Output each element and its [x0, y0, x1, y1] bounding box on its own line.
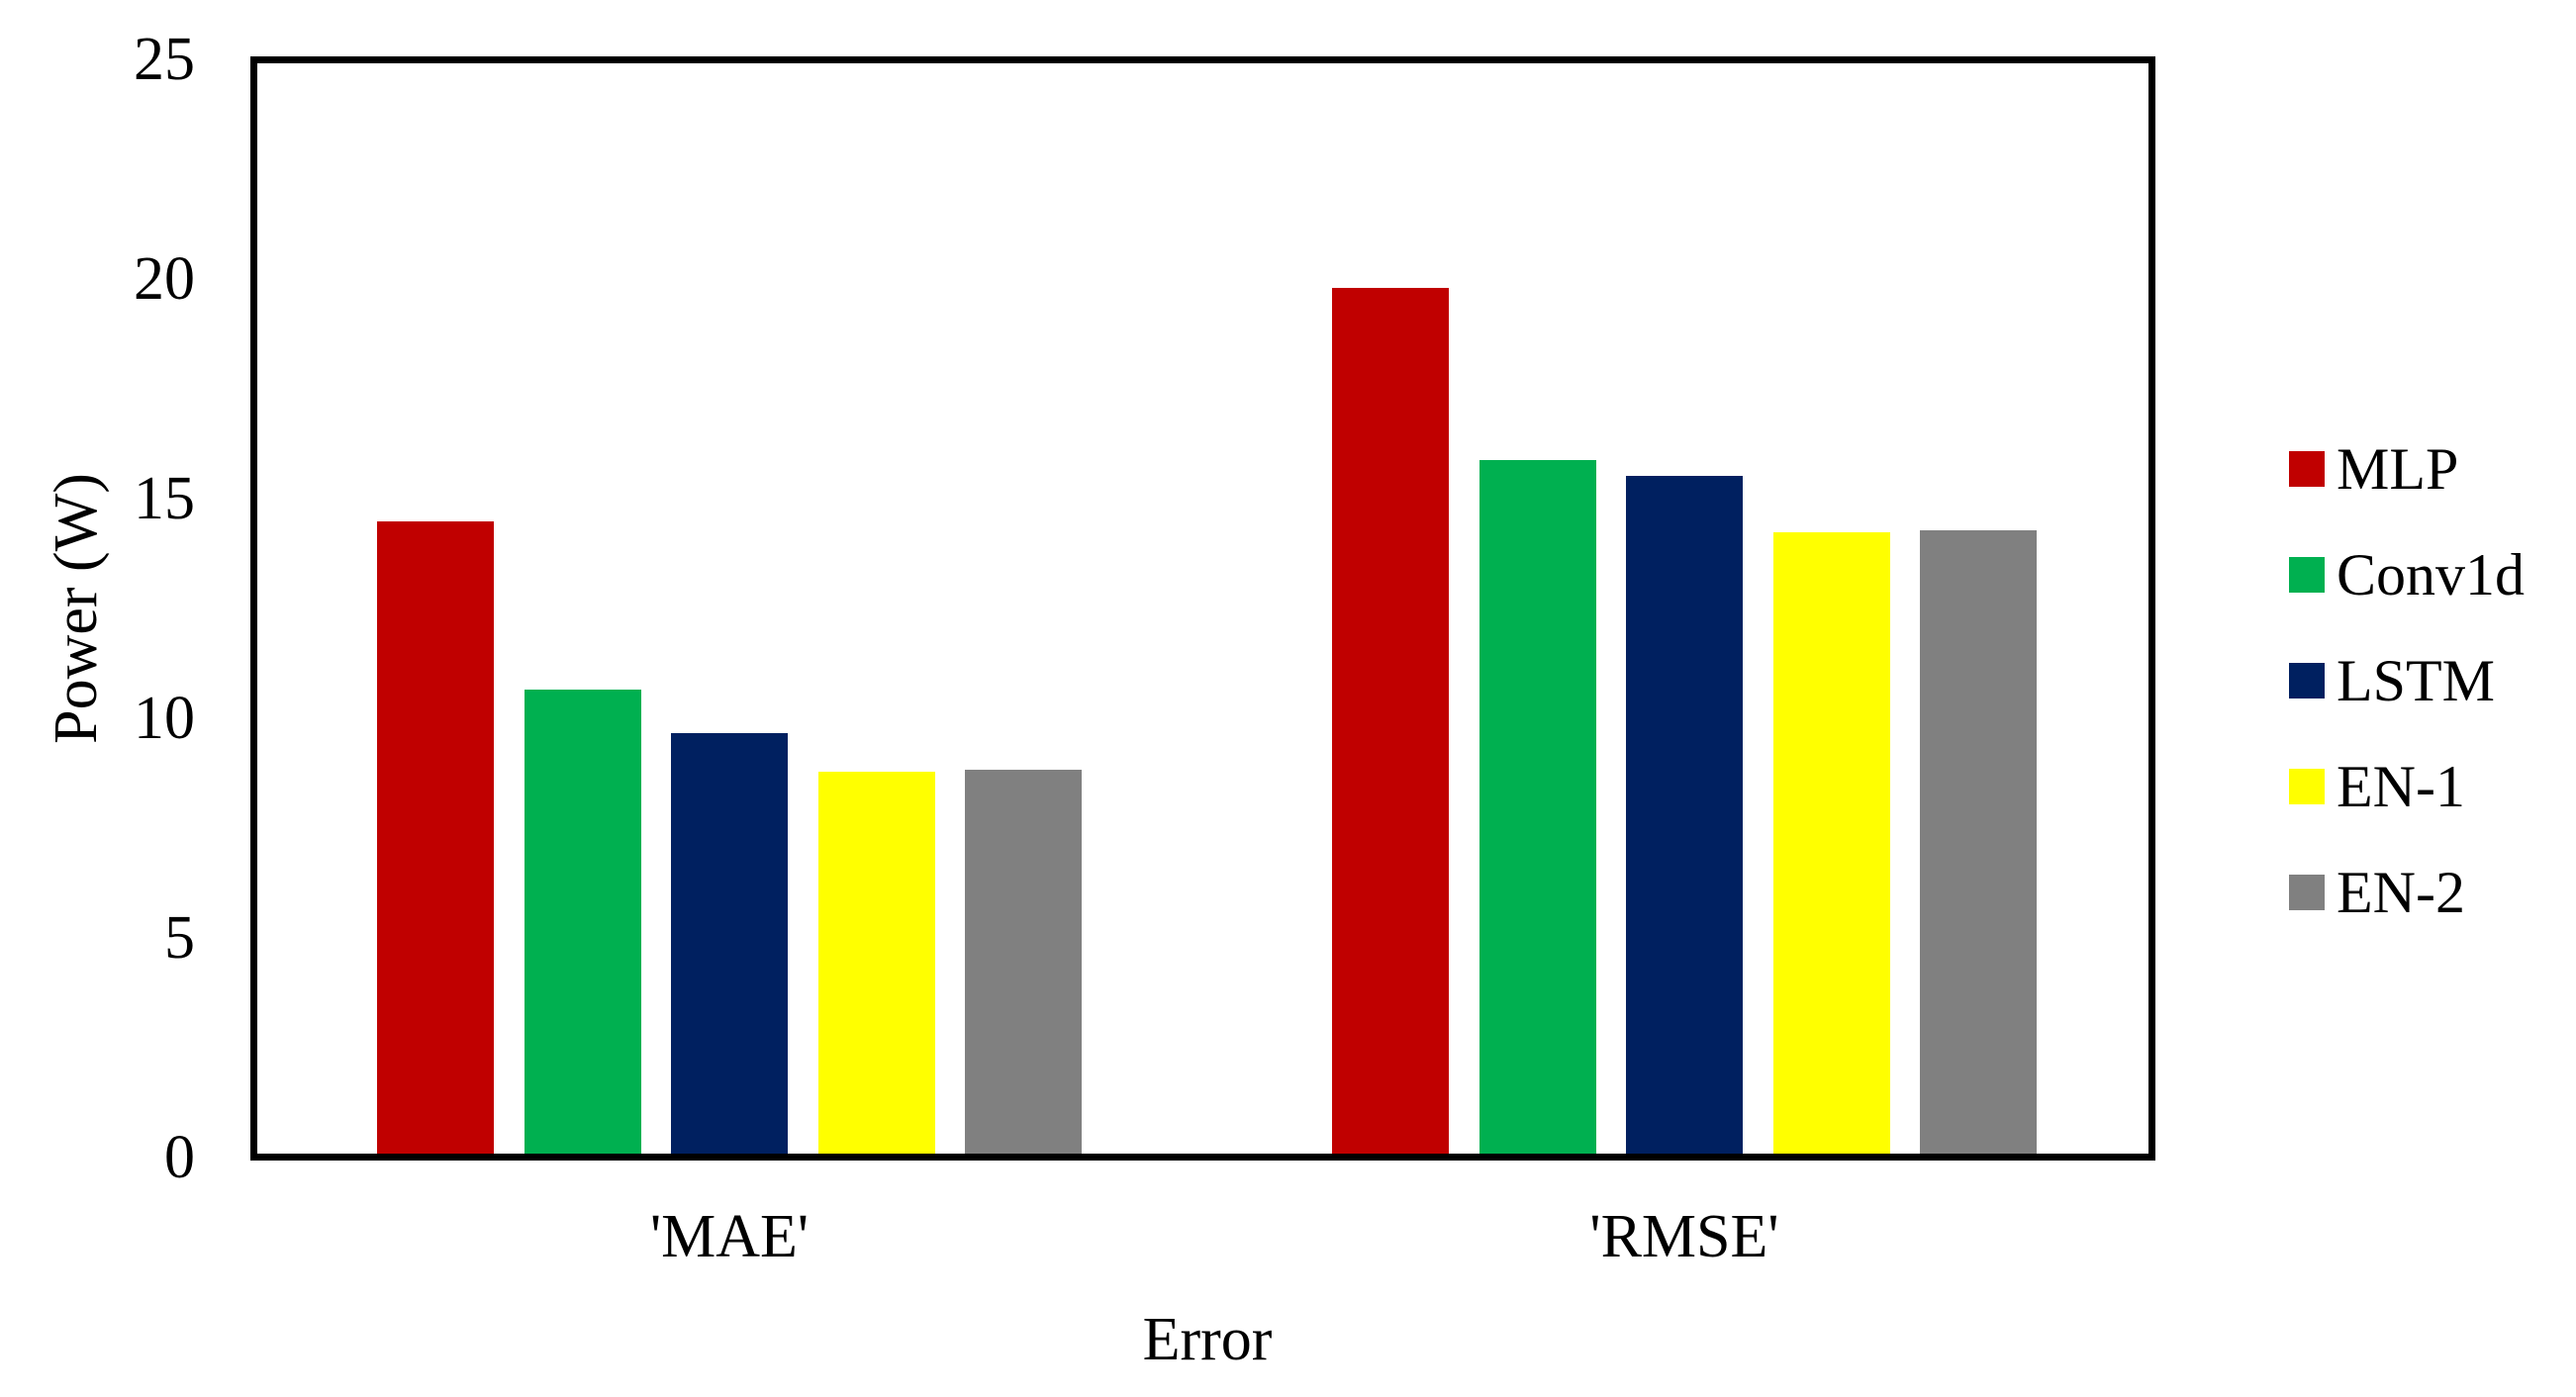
legend-label: EN-1 — [2337, 754, 2465, 819]
y-tick-label: 15 — [134, 465, 195, 532]
bar-en-2-mae — [965, 770, 1082, 1154]
y-tick-label: 0 — [164, 1124, 195, 1191]
bar-conv1d-rmse — [1479, 460, 1596, 1154]
bar-lstm-mae — [671, 733, 788, 1154]
plot-area — [250, 56, 2155, 1161]
bar-en-2-rmse — [1920, 530, 2037, 1154]
legend-swatch-icon — [2289, 451, 2325, 487]
bar-mlp-mae — [377, 521, 494, 1154]
x-axis-title: Error — [1142, 1306, 1273, 1373]
bar-mlp-rmse — [1332, 288, 1449, 1154]
legend-item-en-1: EN-1 — [2289, 755, 2465, 818]
legend-label: MLP — [2337, 436, 2459, 502]
y-tick-label: 5 — [164, 904, 195, 972]
legend-swatch-icon — [2289, 875, 2325, 910]
x-tick-label: 'MAE' — [649, 1203, 810, 1270]
legend-label: Conv1d — [2337, 542, 2526, 607]
y-axis-title: Power (W) — [43, 473, 110, 744]
bar-conv1d-mae — [524, 690, 641, 1154]
legend-swatch-icon — [2289, 769, 2325, 804]
legend-swatch-icon — [2289, 663, 2325, 698]
legend-label: LSTM — [2337, 648, 2496, 713]
y-tick-label: 20 — [134, 245, 195, 313]
legend-item-mlp: MLP — [2289, 437, 2458, 501]
legend: MLP Conv1d LSTM EN-1 EN-2 — [2289, 0, 2576, 1397]
y-tick-label: 10 — [134, 685, 195, 752]
legend-swatch-icon — [2289, 557, 2325, 593]
legend-item-conv1d: Conv1d — [2289, 543, 2525, 606]
bar-lstm-rmse — [1626, 476, 1743, 1154]
bar-en-1-mae — [817, 772, 935, 1154]
bar-en-1-rmse — [1772, 532, 1890, 1154]
x-tick-label: 'RMSE' — [1589, 1203, 1779, 1270]
legend-label: EN-2 — [2337, 860, 2465, 925]
legend-item-lstm: LSTM — [2289, 649, 2495, 712]
legend-item-en-2: EN-2 — [2289, 861, 2465, 924]
y-tick-label: 25 — [134, 26, 195, 93]
